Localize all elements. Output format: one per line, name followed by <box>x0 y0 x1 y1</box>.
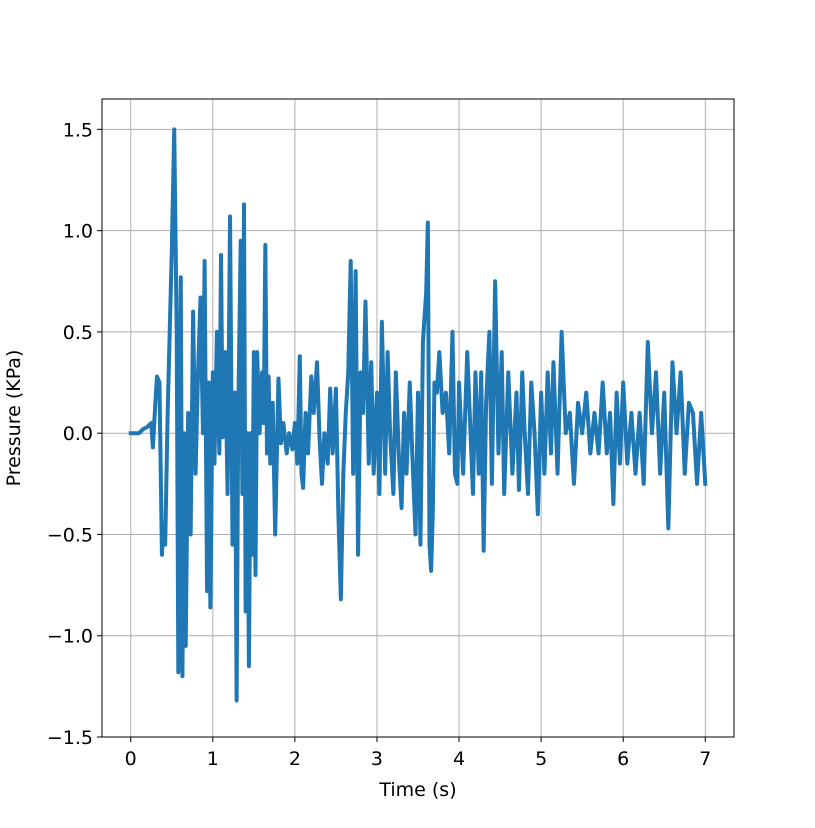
x-axis-label: Time (s) <box>378 779 456 801</box>
x-tick-label: 2 <box>289 748 301 770</box>
y-tick-label: −0.5 <box>47 524 93 546</box>
data-line <box>128 127 708 703</box>
plot-frame <box>101 98 735 738</box>
x-tick-label: 6 <box>617 748 629 770</box>
y-tick-label: −1.0 <box>47 626 93 648</box>
x-tick-label: 7 <box>699 748 711 770</box>
x-tick-label: 3 <box>371 748 383 770</box>
y-tick-label: 0.0 <box>63 423 93 445</box>
y-axis-label: Pressure (KPa) <box>3 350 25 487</box>
y-tick-label: 0.5 <box>63 322 93 344</box>
y-tick-label: 1.0 <box>63 221 93 243</box>
x-tick-label: 4 <box>453 748 465 770</box>
y-tick-label: −1.5 <box>47 727 93 749</box>
x-tick-label: 5 <box>535 748 547 770</box>
x-tick-label: 1 <box>207 748 219 770</box>
y-tick-label: 1.5 <box>63 119 93 141</box>
x-tick-label: 0 <box>125 748 137 770</box>
